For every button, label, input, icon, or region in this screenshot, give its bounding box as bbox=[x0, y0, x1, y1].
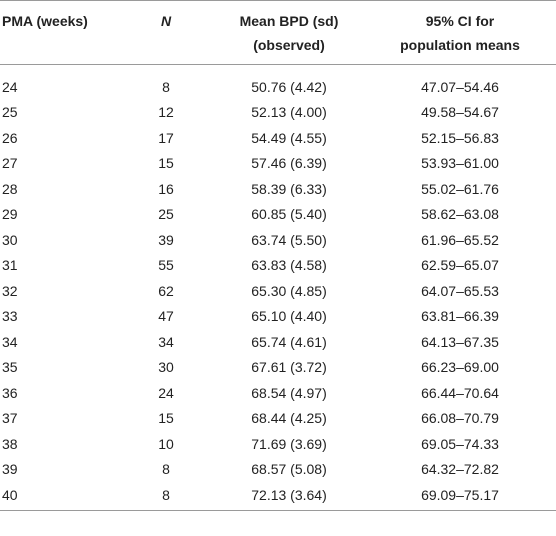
cell-pma: 35 bbox=[2, 359, 18, 376]
bpd-table: PMA (weeks) N Mean BPD (sd) (observed) 9… bbox=[0, 0, 556, 511]
header-pma: PMA (weeks) bbox=[2, 13, 88, 29]
header-row: PMA (weeks) N Mean BPD (sd) (observed) 9… bbox=[0, 0, 556, 65]
cell-mean-bpd: 52.13 (4.00) bbox=[251, 104, 327, 121]
cell-mean-bpd: 71.69 (3.69) bbox=[251, 435, 327, 452]
cell-n: 34 bbox=[158, 333, 174, 350]
table-row: 28 16 58.39 (6.33) 55.02–61.76 bbox=[0, 177, 556, 203]
cell-ci: 55.02–61.76 bbox=[421, 180, 499, 197]
cell-ci: 69.05–74.33 bbox=[421, 435, 499, 452]
header-mean-line2: (observed) bbox=[253, 37, 325, 53]
cell-n: 8 bbox=[118, 482, 214, 511]
cell-mean-bpd: 65.10 (4.40) bbox=[251, 308, 327, 325]
cell-ci: 58.62–63.08 bbox=[421, 206, 499, 223]
cell-pma: 39 bbox=[2, 461, 18, 478]
cell-ci: 62.59–65.07 bbox=[421, 257, 499, 274]
table-row: 39 8 68.57 (5.08) 64.32–72.82 bbox=[0, 457, 556, 483]
cell-ci: 61.96–65.52 bbox=[421, 231, 499, 248]
cell-n: 47 bbox=[158, 308, 174, 325]
table-row: 25 12 52.13 (4.00) 49.58–54.67 bbox=[0, 100, 556, 126]
table-row: 33 47 65.10 (4.40) 63.81–66.39 bbox=[0, 304, 556, 330]
cell-ci: 64.13–67.35 bbox=[421, 333, 499, 350]
cell-ci: 69.09–75.17 bbox=[364, 482, 556, 511]
table-row: 29 25 60.85 (5.40) 58.62–63.08 bbox=[0, 202, 556, 228]
cell-mean-bpd: 58.39 (6.33) bbox=[251, 180, 327, 197]
table-body: 24 8 50.76 (4.42) 47.07–54.46 25 12 52.13 (4.0… bbox=[0, 65, 556, 511]
cell-mean-bpd: 72.13 (3.64) bbox=[214, 482, 364, 511]
cell-pma: 37 bbox=[2, 410, 18, 427]
cell-n: 17 bbox=[158, 129, 174, 146]
cell-pma: 29 bbox=[2, 206, 18, 223]
header-n: N bbox=[160, 13, 172, 29]
cell-mean-bpd: 50.76 (4.42) bbox=[251, 79, 327, 95]
table-header: PMA (weeks) N Mean BPD (sd) (observed) 9… bbox=[0, 0, 556, 65]
cell-ci: 66.44–70.64 bbox=[421, 384, 499, 401]
cell-mean-bpd: 68.44 (4.25) bbox=[251, 410, 327, 427]
cell-n: 16 bbox=[158, 180, 174, 197]
cell-ci: 49.58–54.67 bbox=[421, 104, 499, 121]
cell-ci: 63.81–66.39 bbox=[421, 308, 499, 325]
cell-n: 25 bbox=[158, 206, 174, 223]
cell-mean-bpd: 68.57 (5.08) bbox=[251, 461, 327, 478]
cell-n: 55 bbox=[158, 257, 174, 274]
cell-ci: 64.07–65.53 bbox=[421, 282, 499, 299]
cell-n: 62 bbox=[158, 282, 174, 299]
cell-pma: 38 bbox=[2, 435, 18, 452]
cell-n: 8 bbox=[162, 79, 170, 95]
cell-ci: 64.32–72.82 bbox=[421, 461, 499, 478]
table-row: 27 15 57.46 (6.39) 53.93–61.00 bbox=[0, 151, 556, 177]
cell-mean-bpd: 65.30 (4.85) bbox=[251, 282, 327, 299]
cell-ci: 66.08–70.79 bbox=[421, 410, 499, 427]
cell-mean-bpd: 65.74 (4.61) bbox=[251, 333, 327, 350]
cell-ci: 53.93–61.00 bbox=[421, 155, 499, 172]
cell-mean-bpd: 63.74 (5.50) bbox=[251, 231, 327, 248]
cell-n: 15 bbox=[158, 410, 174, 427]
table-row: 34 34 65.74 (4.61) 64.13–67.35 bbox=[0, 330, 556, 356]
header-ci-line1: 95% CI for bbox=[425, 13, 495, 29]
cell-ci: 52.15–56.83 bbox=[421, 129, 499, 146]
cell-pma: 28 bbox=[2, 180, 18, 197]
cell-n: 30 bbox=[158, 359, 174, 376]
cell-pma: 40 bbox=[0, 482, 118, 511]
cell-pma: 34 bbox=[2, 333, 18, 350]
table-row: 32 62 65.30 (4.85) 64.07–65.53 bbox=[0, 279, 556, 305]
header-ci-line2: population means bbox=[400, 37, 520, 53]
cell-n: 39 bbox=[158, 231, 174, 248]
cell-n: 10 bbox=[158, 435, 174, 452]
cell-ci: 47.07–54.46 bbox=[421, 79, 499, 95]
cell-pma: 30 bbox=[2, 231, 18, 248]
header-mean-line1: Mean BPD (sd) bbox=[239, 13, 339, 29]
cell-n: 8 bbox=[162, 461, 170, 478]
table-row: 36 24 68.54 (4.97) 66.44–70.64 bbox=[0, 381, 556, 407]
cell-mean-bpd: 57.46 (6.39) bbox=[251, 155, 327, 172]
cell-pma: 33 bbox=[2, 308, 18, 325]
table-row: 30 39 63.74 (5.50) 61.96–65.52 bbox=[0, 228, 556, 254]
cell-ci: 66.23–69.00 bbox=[421, 359, 499, 376]
cell-n: 24 bbox=[158, 384, 174, 401]
table-row: 38 10 71.69 (3.69) 69.05–74.33 bbox=[0, 432, 556, 458]
header-ci: 95% CI for population means bbox=[364, 1, 556, 65]
cell-n: 15 bbox=[158, 155, 174, 172]
cell-mean-bpd: 60.85 (5.40) bbox=[251, 206, 327, 223]
cell-pma: 27 bbox=[2, 155, 18, 172]
cell-mean-bpd: 68.54 (4.97) bbox=[251, 384, 327, 401]
cell-pma: 25 bbox=[2, 104, 18, 121]
cell-mean-bpd: 54.49 (4.55) bbox=[251, 129, 327, 146]
cell-pma: 24 bbox=[2, 79, 18, 95]
table-row: 40 8 72.13 (3.64) 69.09–75.17 bbox=[0, 482, 556, 511]
table-row: 24 8 50.76 (4.42) 47.07–54.46 bbox=[0, 65, 556, 101]
table-row: 37 15 68.44 (4.25) 66.08–70.79 bbox=[0, 406, 556, 432]
cell-pma: 36 bbox=[2, 384, 18, 401]
table-row: 35 30 67.61 (3.72) 66.23–69.00 bbox=[0, 355, 556, 381]
cell-mean-bpd: 63.83 (4.58) bbox=[251, 257, 327, 274]
cell-n: 12 bbox=[158, 104, 174, 121]
cell-mean-bpd: 67.61 (3.72) bbox=[251, 359, 327, 376]
cell-pma: 26 bbox=[2, 129, 18, 146]
cell-pma: 31 bbox=[2, 257, 18, 274]
header-mean-bpd: Mean BPD (sd) (observed) bbox=[214, 1, 364, 65]
table-row: 31 55 63.83 (4.58) 62.59–65.07 bbox=[0, 253, 556, 279]
cell-pma: 32 bbox=[2, 282, 18, 299]
table-row: 26 17 54.49 (4.55) 52.15–56.83 bbox=[0, 126, 556, 152]
